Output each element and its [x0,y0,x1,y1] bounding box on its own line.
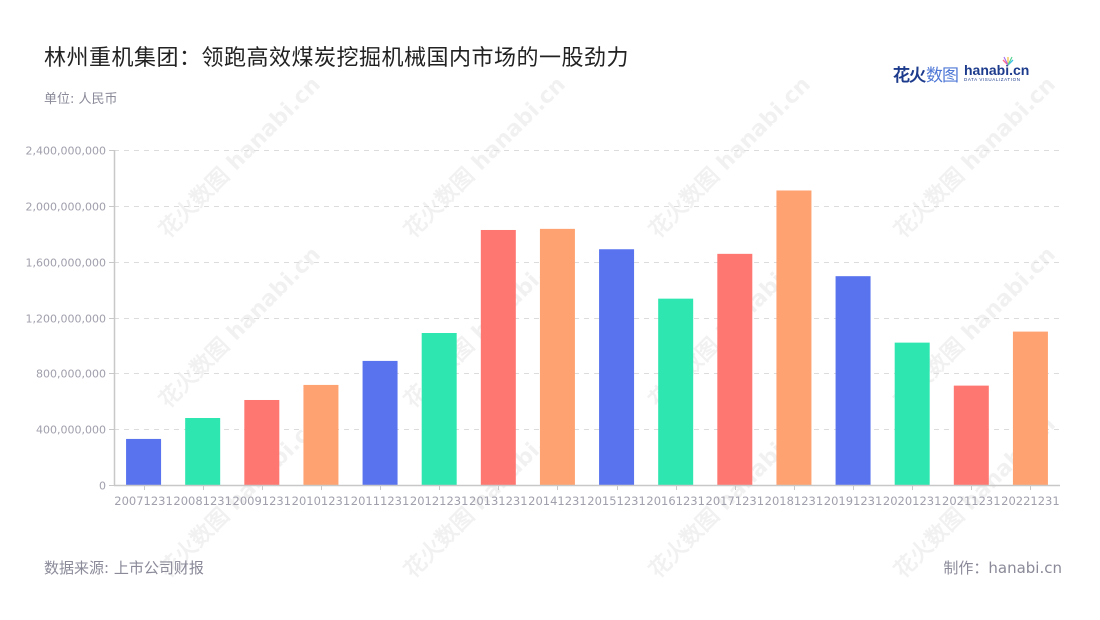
bar-20101231[interactable] [303,384,339,485]
bar-20181231[interactable] [776,190,812,485]
y-tick-label: 400,000,000 [36,424,106,437]
bar-20141231[interactable] [539,228,575,486]
bar-20131231[interactable] [480,229,516,485]
y-tick-label: 800,000,000 [36,368,106,381]
logo-cn-bold: 花火 [893,65,926,86]
y-tick-label: 2,400,000,000 [26,145,106,158]
x-tick-label: 20201231 [883,494,942,508]
bar-20151231[interactable] [599,249,635,485]
bar-20171231[interactable] [717,253,753,485]
chart-title: 林州重机集团：领跑高效煤炭挖掘机械国内市场的一股劲力 [44,46,630,71]
x-tick-label: 20081231 [173,494,232,508]
bar-20111231[interactable] [362,360,398,485]
bar-20201231[interactable] [894,342,930,485]
x-tick-label: 20091231 [233,494,292,508]
x-tick-label: 20111231 [351,494,410,508]
bar-20221231[interactable] [1012,331,1048,485]
logo-cn-light: 数图 [926,65,959,86]
logo-en-text: hanabi.cn [964,62,1030,79]
bar-20121231[interactable] [421,332,457,485]
logo-tagline: DATA VISUALIZATION [964,77,1021,83]
x-tick-label: 20211231 [942,494,1001,508]
unit-label: 单位: 人民币 [44,92,118,107]
y-tick-label: 1,600,000,000 [26,257,106,270]
data-source: 数据来源: 上市公司财报 [44,559,204,577]
bar-20071231[interactable] [126,438,162,485]
y-tick-label: 2,000,000,000 [26,201,106,214]
x-tick-label: 20141231 [528,494,587,508]
hanabi-logo: 花火 数图 hanabi.cn DATA VISUALIZATION [893,57,1030,86]
bar-20091231[interactable] [244,399,280,485]
y-tick-label: 1,200,000,000 [26,313,106,326]
x-tick-label: 20121231 [410,494,469,508]
x-tick-label: 20131231 [469,494,528,508]
x-tick-label: 20181231 [765,494,824,508]
bar-20161231[interactable] [658,298,694,485]
bar-20211231[interactable] [953,385,989,485]
x-tick-label: 20101231 [292,494,351,508]
logo-en: hanabi.cn DATA VISUALIZATION [964,57,1030,83]
x-tick-label: 20171231 [706,494,765,508]
y-tick-label: 0 [99,480,106,493]
x-tick-label: 20161231 [646,494,705,508]
bar-20191231[interactable] [835,276,871,485]
x-tick-label: 20071231 [114,494,173,508]
sparkle-icon [1002,57,1014,66]
bar-20081231[interactable] [185,418,221,485]
x-tick-label: 20191231 [824,494,883,508]
x-tick-label: 20151231 [587,494,646,508]
x-tick-label: 20221231 [1001,494,1060,508]
credit: 制作：hanabi.cn [943,559,1062,577]
